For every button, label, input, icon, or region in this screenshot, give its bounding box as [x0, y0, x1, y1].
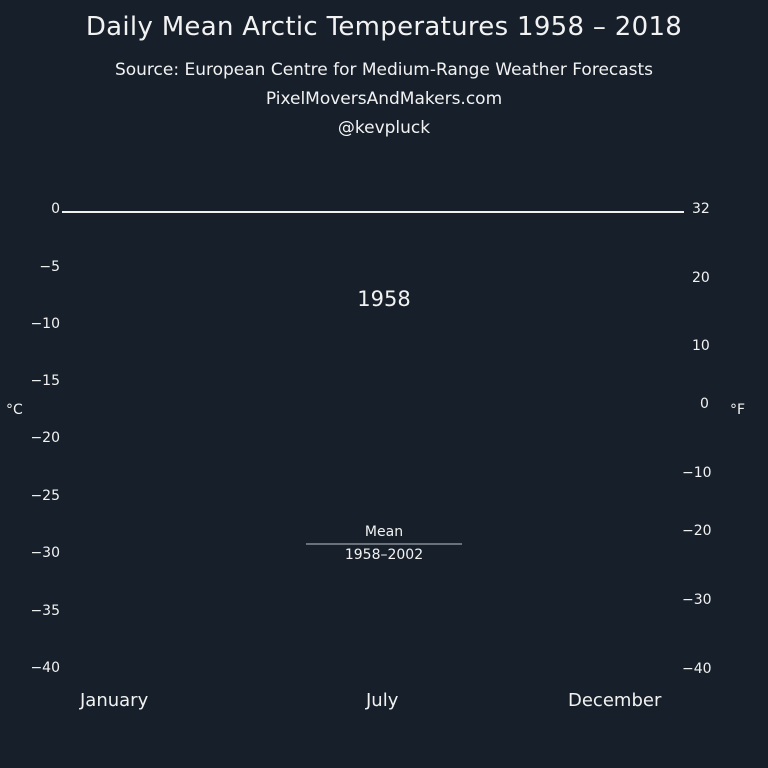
- y-tick-celsius: −5: [39, 259, 60, 275]
- y-tick-celsius: −25: [30, 488, 60, 504]
- y-tick-celsius: −30: [30, 545, 60, 561]
- y-tick-celsius: −40: [30, 660, 60, 676]
- current-year-label: 1958: [357, 287, 411, 311]
- freezing-reference-line: [62, 211, 684, 213]
- author-handle: @kevpluck: [337, 118, 431, 138]
- x-tick-january: January: [80, 690, 149, 711]
- y-tick-celsius: −10: [30, 316, 60, 332]
- y-tick-fahrenheit: 0: [700, 396, 709, 412]
- y-tick-fahrenheit: 20: [692, 270, 710, 286]
- y-tick-celsius: −15: [30, 373, 60, 389]
- fahrenheit-unit-label: °F: [730, 402, 746, 418]
- y-tick-fahrenheit: −20: [682, 523, 712, 539]
- chart-title: Daily Mean Arctic Temperatures 1958 – 20…: [85, 12, 683, 42]
- y-tick-fahrenheit: 32: [692, 201, 710, 217]
- y-tick-fahrenheit: −30: [682, 592, 712, 608]
- chart-subtitle-source: Source: European Centre for Medium-Range…: [114, 60, 654, 80]
- y-tick-celsius: −20: [30, 430, 60, 446]
- y-tick-fahrenheit: −10: [682, 465, 712, 481]
- legend-line-swatch: [306, 543, 462, 545]
- y-tick-fahrenheit: 10: [692, 338, 710, 354]
- x-tick-july: July: [366, 690, 399, 711]
- y-tick-celsius: −35: [30, 603, 60, 619]
- y-tick-celsius: 0: [51, 201, 60, 217]
- y-tick-fahrenheit: −40: [682, 661, 712, 677]
- x-tick-december: December: [568, 690, 662, 711]
- legend-range-label: 1958–2002: [344, 547, 424, 563]
- website-credit: PixelMoversAndMakers.com: [265, 89, 503, 109]
- celsius-unit-label: °C: [6, 402, 23, 418]
- legend-mean-label: Mean: [364, 524, 404, 540]
